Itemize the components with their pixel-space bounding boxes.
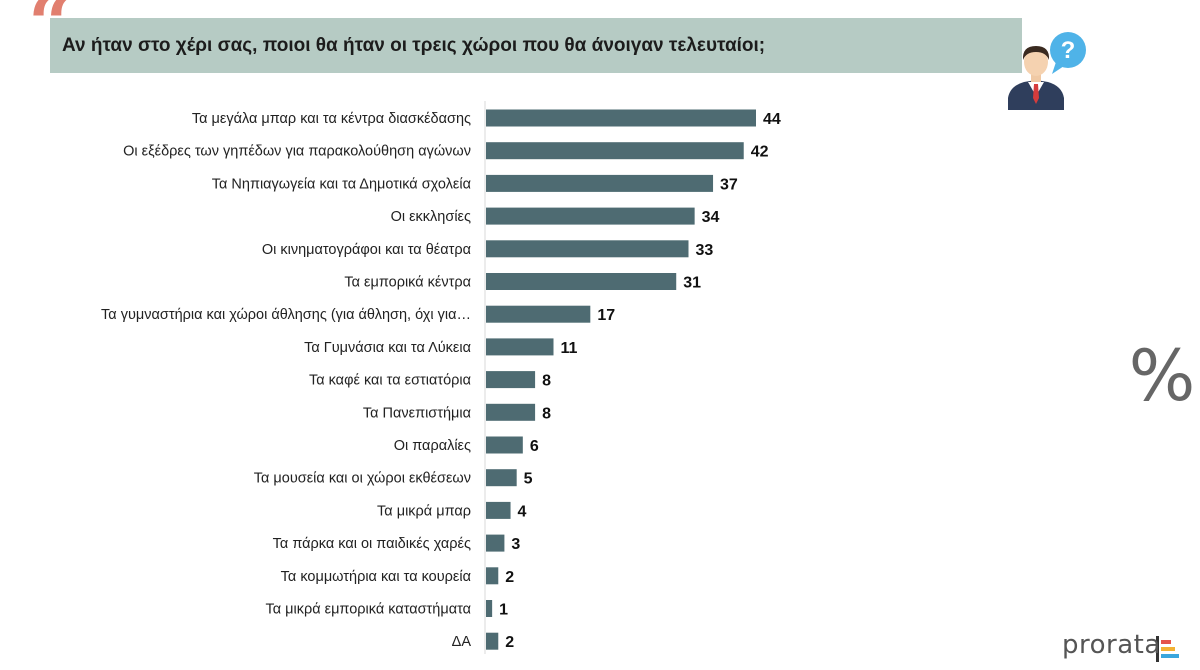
- bar: [486, 469, 517, 487]
- category-label: Τα καφέ και τα εστιατόρια: [309, 373, 471, 389]
- category-label: Οι εκκλησίες: [391, 209, 471, 225]
- category-label: Τα μικρά εμπορικά καταστήματα: [265, 602, 471, 618]
- brand-name: prorata: [1062, 630, 1161, 660]
- category-label: Τα πάρκα και οι παιδικές χαρές: [273, 536, 471, 552]
- value-label: 6: [530, 438, 539, 455]
- value-label: 4: [518, 503, 527, 520]
- bar: [486, 501, 511, 519]
- value-label: 34: [702, 209, 720, 226]
- category-label: Οι παραλίες: [394, 438, 471, 454]
- bar: [486, 142, 744, 160]
- bar: [486, 109, 756, 127]
- value-label: 8: [542, 405, 551, 422]
- category-label: Τα μουσεία και οι χώροι εκθέσεων: [254, 471, 471, 487]
- value-label: 3: [511, 536, 520, 553]
- category-label: Τα Νηπιαγωγεία και τα Δημοτικά σχολεία: [212, 176, 471, 192]
- value-label: 8: [542, 373, 551, 390]
- percent-icon: %: [1129, 335, 1196, 417]
- category-label: Τα μεγάλα μπαρ και τα κέντρα διασκέδασης: [192, 111, 471, 127]
- value-label: 31: [683, 275, 701, 292]
- bar: [486, 403, 536, 421]
- value-label: 2: [505, 569, 514, 586]
- category-label: Τα εμπορικά κέντρα: [344, 275, 471, 291]
- bars-layer: Τα μεγάλα μπαρ και τα κέντρα διασκέδασης…: [101, 109, 781, 651]
- bar: [486, 371, 536, 389]
- value-label: 33: [696, 242, 714, 259]
- bar: [486, 338, 554, 356]
- category-label: Τα γυμναστήρια και χώροι άθλησης (για άθ…: [101, 307, 471, 323]
- category-label: Τα Πανεπιστήμια: [363, 405, 471, 421]
- value-label: 2: [505, 634, 514, 651]
- value-label: 42: [751, 144, 769, 161]
- svg-text:%: %: [1129, 335, 1196, 417]
- value-label: 17: [597, 307, 615, 324]
- bar: [486, 600, 493, 617]
- value-label: 1: [499, 602, 508, 619]
- value-label: 44: [763, 111, 781, 128]
- category-label: Τα κομμωτήρια και τα κουρεία: [281, 569, 471, 585]
- category-label: Οι εξέδρες των γηπέδων για παρακολούθηση…: [123, 144, 471, 160]
- category-label: Τα Γυμνάσια και τα Λύκεια: [304, 340, 471, 356]
- bar: [486, 436, 523, 454]
- title-band: Αν ήταν στο χέρι σας, ποιοι θα ήταν οι τ…: [50, 18, 1022, 73]
- prorata-bars-icon: [1156, 636, 1179, 662]
- bar: [486, 305, 591, 323]
- svg-text:?: ?: [1061, 37, 1076, 64]
- category-label: Τα μικρά μπαρ: [377, 503, 471, 519]
- bar: [486, 207, 695, 225]
- bar: [486, 534, 505, 552]
- chart-title: Αν ήταν στο χέρι σας, ποιοι θα ήταν οι τ…: [62, 35, 766, 56]
- bar: [486, 174, 714, 192]
- bar: [486, 240, 689, 258]
- value-label: 5: [524, 471, 533, 488]
- category-label: ΔΑ: [452, 634, 472, 650]
- bar: [486, 567, 499, 585]
- value-label: 37: [720, 176, 738, 193]
- bar: [486, 632, 499, 650]
- bar: [486, 273, 677, 290]
- category-label: Οι κινηματογράφοι και τα θέατρα: [262, 242, 471, 258]
- value-label: 11: [561, 340, 578, 357]
- businessman-question-icon: ?: [1008, 32, 1086, 110]
